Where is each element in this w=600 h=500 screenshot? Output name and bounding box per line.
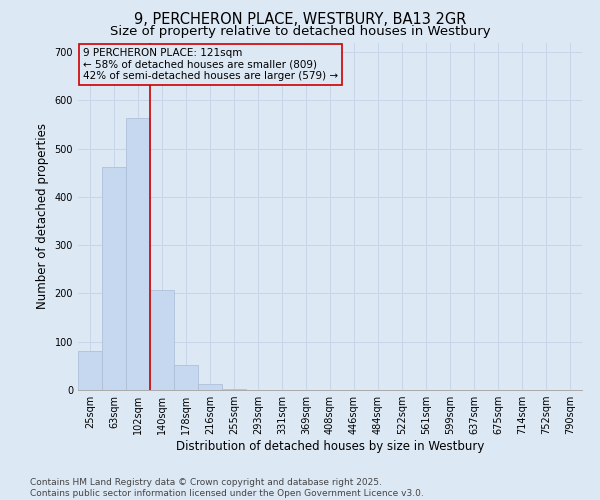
Bar bbox=[222, 388, 246, 390]
Text: 9 PERCHERON PLACE: 121sqm
← 58% of detached houses are smaller (809)
42% of semi: 9 PERCHERON PLACE: 121sqm ← 58% of detac… bbox=[83, 48, 338, 81]
Bar bbox=[174, 365, 198, 390]
Bar bbox=[78, 352, 102, 390]
Text: 9, PERCHERON PLACE, WESTBURY, BA13 2GR: 9, PERCHERON PLACE, WESTBURY, BA13 2GR bbox=[134, 12, 466, 28]
Bar bbox=[102, 167, 126, 390]
Bar bbox=[198, 384, 222, 390]
Text: Size of property relative to detached houses in Westbury: Size of property relative to detached ho… bbox=[110, 25, 490, 38]
Y-axis label: Number of detached properties: Number of detached properties bbox=[36, 123, 49, 309]
Bar bbox=[150, 290, 174, 390]
X-axis label: Distribution of detached houses by size in Westbury: Distribution of detached houses by size … bbox=[176, 440, 484, 453]
Bar bbox=[126, 118, 150, 390]
Text: Contains HM Land Registry data © Crown copyright and database right 2025.
Contai: Contains HM Land Registry data © Crown c… bbox=[30, 478, 424, 498]
